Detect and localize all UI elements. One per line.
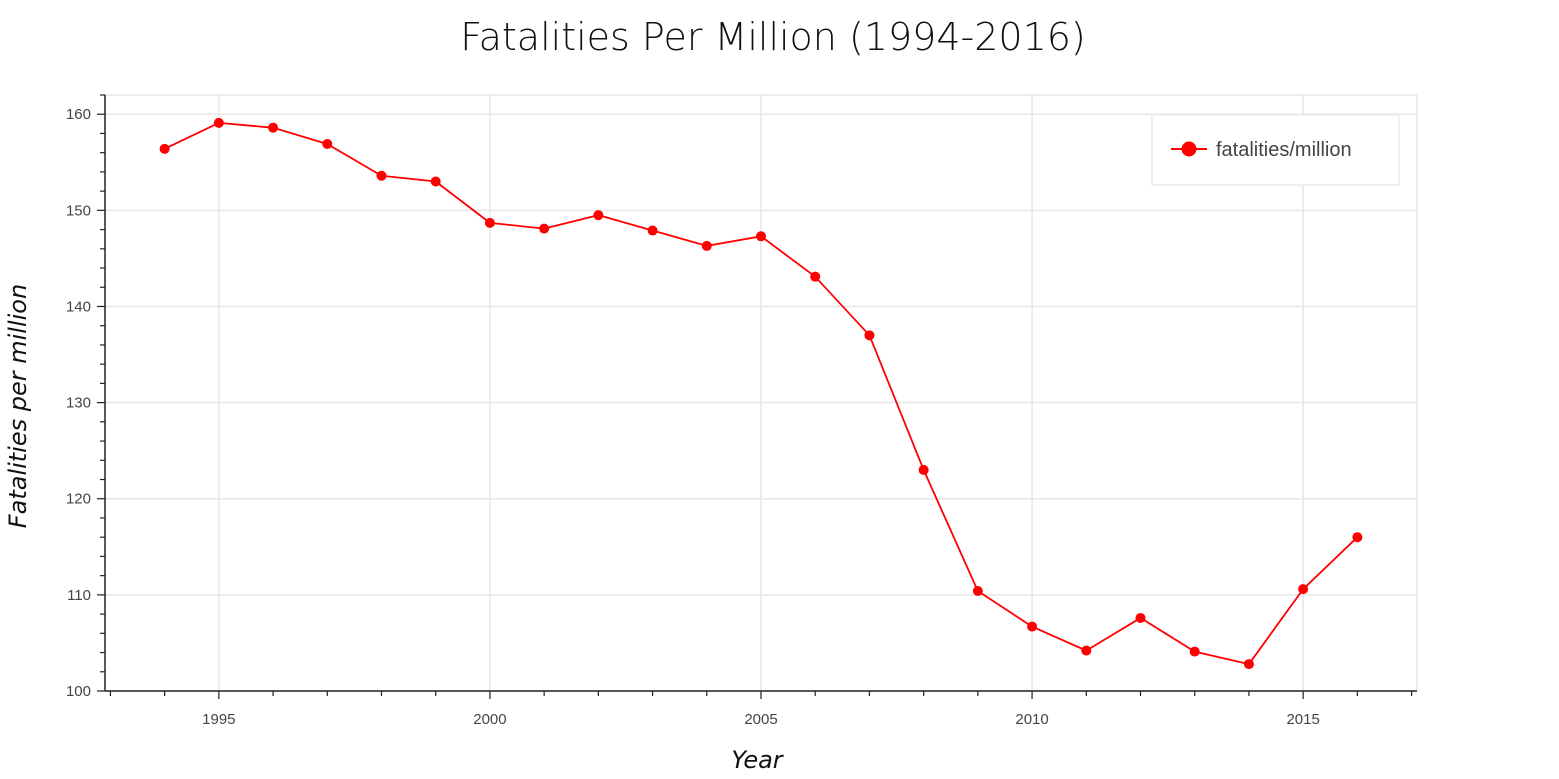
y-tick-label: 110 bbox=[67, 587, 91, 604]
data-point bbox=[159, 143, 170, 154]
data-point bbox=[1027, 621, 1038, 632]
data-point bbox=[376, 170, 387, 181]
data-point bbox=[1352, 532, 1363, 543]
y-tick-label: 150 bbox=[66, 202, 91, 219]
x-tick-label: 2000 bbox=[473, 711, 506, 728]
data-point bbox=[322, 139, 333, 150]
y-tick-label: 160 bbox=[66, 106, 91, 123]
data-point bbox=[647, 225, 658, 236]
data-point bbox=[213, 117, 224, 128]
legend: fatalities/million bbox=[1151, 114, 1400, 186]
y-tick-label: 120 bbox=[66, 491, 91, 508]
axes: 1995 2000 2005 2010 2015 100 110 120 130 140 150 16… bbox=[66, 94, 1417, 728]
data-point bbox=[1135, 612, 1146, 623]
data-point bbox=[593, 210, 604, 221]
data-point bbox=[1243, 659, 1254, 670]
y-axis-label: Fatalities per million bbox=[4, 284, 32, 528]
x-tick-label: 2010 bbox=[1015, 711, 1048, 728]
series-layer bbox=[159, 117, 1363, 670]
data-point bbox=[1189, 646, 1200, 657]
x-tick-label: 1995 bbox=[202, 711, 235, 728]
data-point bbox=[268, 122, 279, 133]
data-point bbox=[1298, 584, 1309, 595]
x-axis-label: Year bbox=[731, 746, 784, 774]
legend-marker bbox=[1181, 141, 1197, 157]
y-tick-label: 130 bbox=[66, 395, 91, 412]
legend-label: fatalities/million bbox=[1216, 139, 1352, 161]
data-point bbox=[701, 240, 712, 251]
data-point bbox=[972, 586, 983, 597]
data-point bbox=[810, 271, 821, 282]
data-point bbox=[1081, 645, 1092, 656]
data-point bbox=[430, 176, 441, 187]
data-point bbox=[918, 464, 929, 475]
y-tick-label: 100 bbox=[66, 683, 91, 700]
data-point bbox=[756, 231, 766, 242]
x-tick-label: 2015 bbox=[1286, 711, 1319, 728]
chart-title: Fatalities Per Million (1994-2016) bbox=[460, 15, 1086, 59]
x-tick-label: 2005 bbox=[744, 711, 777, 728]
y-tick-label: 140 bbox=[66, 298, 91, 315]
data-point bbox=[484, 217, 495, 228]
data-point bbox=[864, 330, 875, 341]
data-point bbox=[539, 223, 550, 234]
